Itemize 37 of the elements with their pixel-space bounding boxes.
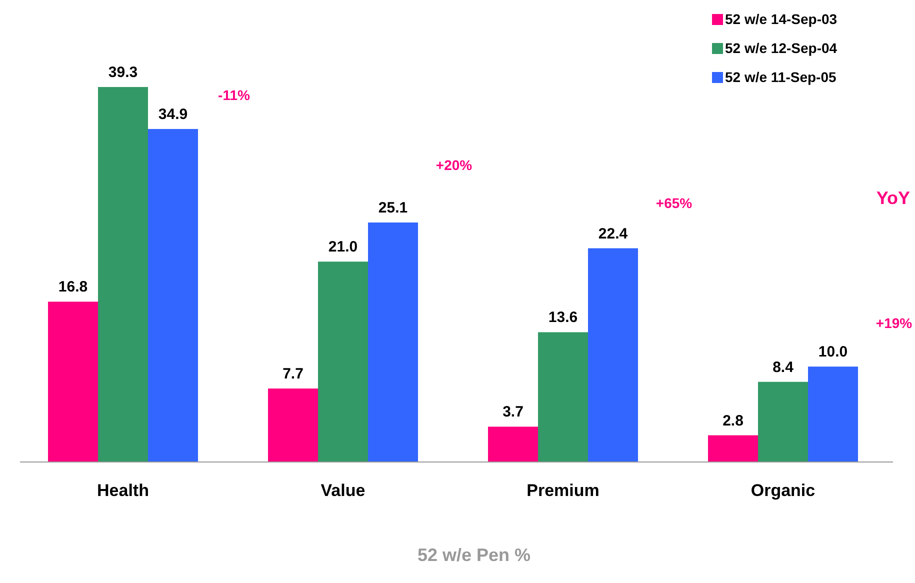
bar <box>148 128 198 462</box>
bar <box>588 248 638 462</box>
data-label: 3.7 <box>502 404 524 421</box>
legend-label: 52 w/e 14-Sep-03 <box>725 11 838 27</box>
data-label: 16.8 <box>58 278 88 296</box>
x-tick-label: Premium <box>526 481 600 500</box>
annotation: YoY <box>876 188 910 208</box>
annotation: +19% <box>876 315 913 331</box>
bar <box>538 332 588 462</box>
bar <box>758 382 808 462</box>
bar <box>368 222 418 462</box>
x-tick-label: Organic <box>750 481 816 500</box>
data-label: 7.7 <box>282 366 304 383</box>
data-label: 2.8 <box>722 412 744 430</box>
data-label: 10.0 <box>818 344 848 361</box>
annotation: +20% <box>436 157 473 173</box>
data-label: 8.4 <box>772 358 794 376</box>
data-label: 34.9 <box>158 106 188 123</box>
x-axis-title: 52 w/e Pen % <box>417 545 531 565</box>
bar <box>318 262 368 462</box>
bar <box>708 435 758 462</box>
bar <box>98 87 148 462</box>
bar <box>488 426 538 462</box>
legend-label: 52 w/e 12-Sep-04 <box>725 40 838 56</box>
bar <box>268 388 318 462</box>
x-tick-label: Value <box>320 481 366 500</box>
annotation: -11% <box>218 87 250 103</box>
bar <box>48 302 98 462</box>
bar <box>808 366 858 462</box>
x-tick-label: Health <box>97 481 149 500</box>
data-label: 39.3 <box>108 64 138 81</box>
legend-label: 52 w/e 11-Sep-05 <box>725 69 837 85</box>
data-label: 25.1 <box>378 199 408 216</box>
data-label: 22.4 <box>598 225 628 242</box>
annotation: +65% <box>656 195 693 211</box>
data-label: 13.6 <box>548 309 578 326</box>
data-label: 21.0 <box>328 238 358 256</box>
